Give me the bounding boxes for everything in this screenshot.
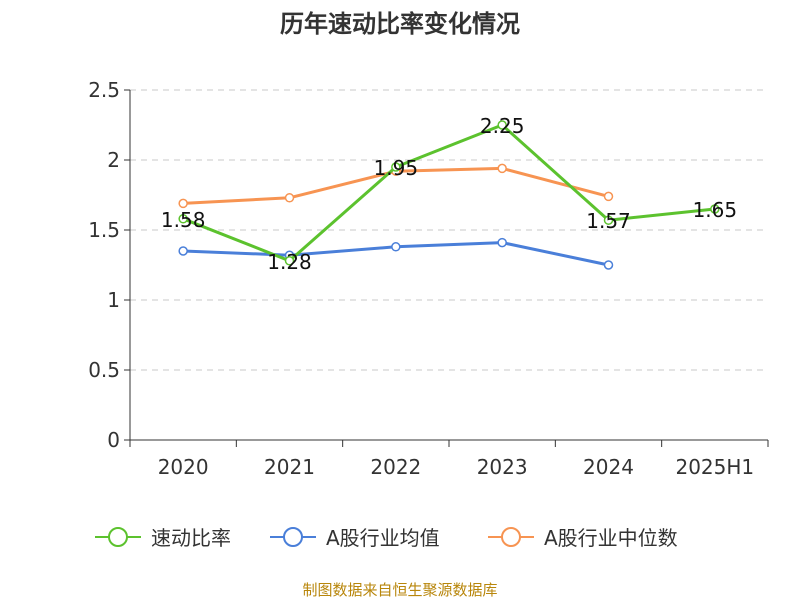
data-point [391,242,401,252]
data-point [497,237,507,248]
data-point [178,214,188,224]
data-point [178,198,188,209]
y-tick-label: 1.5 [88,218,120,242]
x-tick-label: 2025H1 [675,455,754,479]
legend-label: A股行业均值 [326,526,440,550]
legend-label: 速动比率 [151,526,231,550]
series-line-0 [182,123,715,263]
x-tick-label: 2022 [370,455,421,479]
grid-layer [130,89,768,371]
x-tick-label: 2020 [158,455,209,479]
axis-layer: 0 0.5 1 1.5 2 2.5 2020 2021 2022 2023 2024 2025H1 [88,78,769,479]
data-point [710,204,720,214]
series-layer [178,120,720,270]
legend-swatch-marker [108,527,128,547]
legend-swatch-marker [283,527,303,547]
data-point [284,256,295,266]
data-label: 1.65 [693,198,738,222]
data-label: 1.95 [374,156,419,180]
legend-label: A股行业中位数 [544,526,678,550]
data-point [391,162,401,172]
x-tick-label: 2021 [264,455,315,479]
source-note: 制图数据来自恒生聚源数据库 [302,581,497,599]
legend-swatch-marker [501,527,521,547]
y-tick-label: 0 [107,428,120,452]
chart-title: 历年速动比率变化情况 [280,10,520,38]
data-point [178,246,188,256]
x-tick-label: 2024 [583,455,634,479]
data-point [284,193,295,203]
y-tick-label: 1 [107,288,120,312]
data-point [603,191,614,202]
data-label: 2.25 [480,114,525,138]
x-tick-label: 2023 [477,455,528,479]
y-tick-label: 2.5 [88,78,120,102]
data-label: 1.57 [586,209,631,233]
data-point [497,163,507,174]
data-label-layer: 1.58 1.28 1.95 2.25 1.57 1.65 [161,114,737,274]
data-point [497,120,507,130]
data-label: 1.28 [267,250,312,274]
data-label: 1.58 [161,208,206,232]
data-point [603,215,614,225]
y-tick-label: 0.5 [88,358,120,382]
data-point [603,260,614,270]
legend: 速动比率 A股行业均值 A股行业中位数 [95,526,678,550]
y-tick-label: 2 [107,148,120,172]
